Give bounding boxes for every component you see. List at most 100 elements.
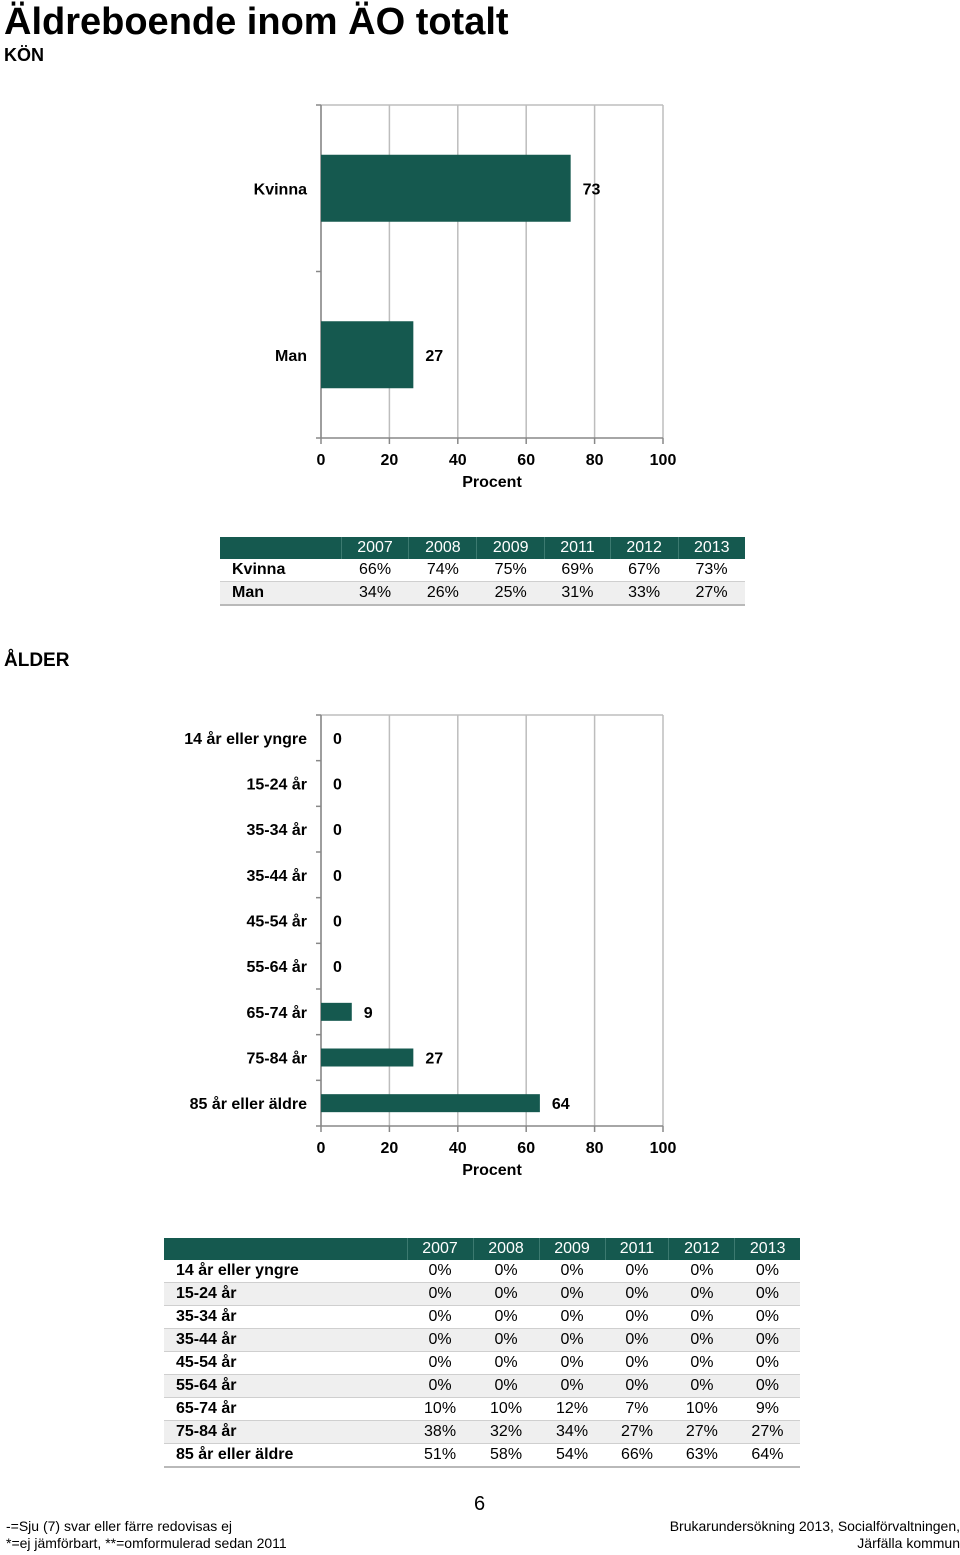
row-label: 45-54 år — [164, 1351, 408, 1375]
category-label: 35-44 år — [247, 867, 308, 885]
column-header: 2011 — [604, 1238, 669, 1260]
table-cell: 9% — [734, 1397, 800, 1421]
column-header: 2011 — [544, 537, 611, 559]
table-cell: 51% — [407, 1443, 474, 1468]
row-label: 14 år eller yngre — [164, 1260, 408, 1283]
x-tick-label: 40 — [449, 452, 467, 469]
table-cell: 73% — [678, 559, 745, 582]
table-cell: 0% — [668, 1351, 735, 1375]
row-label: 55-64 år — [164, 1374, 408, 1398]
x-tick-label: 80 — [586, 1140, 604, 1157]
category-label: Man — [275, 348, 307, 365]
table-cell: 75% — [476, 559, 545, 582]
table-cell: 58% — [473, 1443, 540, 1468]
table-cell: 67% — [610, 559, 679, 582]
table-cell: 0% — [668, 1374, 735, 1398]
x-tick-label: 20 — [381, 1140, 399, 1157]
column-header — [220, 537, 342, 559]
table-cell: 27% — [678, 581, 745, 606]
table-row: 75-84 år 38% 32% 34% 27% 27% 27% — [164, 1420, 800, 1444]
table-cell: 0% — [605, 1260, 669, 1283]
category-label: 35-34 år — [247, 821, 308, 839]
table-cell: 0% — [473, 1260, 540, 1283]
section-heading-alder: ÅLDER — [4, 650, 70, 671]
x-tick-label: 100 — [650, 1140, 677, 1157]
row-label: Kvinna — [220, 559, 342, 582]
row-label: 85 år eller äldre — [164, 1443, 408, 1468]
gender-table: 2007 2008 2009 2011 2012 2013 Kvinna 66% 74% 75%… — [220, 537, 745, 606]
row-label: 75-84 år — [164, 1420, 408, 1444]
table-cell: 7% — [605, 1397, 669, 1421]
table-cell: 0% — [605, 1305, 669, 1329]
table-cell: 0% — [734, 1374, 800, 1398]
data-label: 0 — [333, 914, 342, 931]
table-cell: 0% — [407, 1374, 474, 1398]
table-cell: 0% — [473, 1374, 540, 1398]
x-tick-label: 60 — [517, 1140, 535, 1157]
table-cell: 63% — [668, 1443, 735, 1468]
table-cell: 64% — [734, 1443, 800, 1468]
age-bar-chart: 0 20 40 60 80 100 14 år eller yngre 0 15-24 år 0 3… — [184, 714, 677, 1179]
category-label: 65-74 år — [247, 1004, 308, 1022]
table-row: Man 34% 26% 25% 31% 33% 27% — [220, 581, 745, 606]
table-cell: 10% — [407, 1397, 474, 1421]
category-label: 75-84 år — [247, 1050, 308, 1068]
table-cell: 25% — [476, 581, 545, 606]
table-cell: 38% — [407, 1420, 474, 1444]
table-cell: 0% — [407, 1351, 474, 1375]
page-number: 6 — [474, 1493, 486, 1515]
bar — [321, 1048, 414, 1067]
table-row: 35-34 år 0% 0% 0% 0% 0% 0% — [164, 1305, 800, 1329]
category-label: Kvinna — [254, 181, 307, 198]
table-cell: 0% — [473, 1351, 540, 1375]
table-row: 55-64 år 0% 0% 0% 0% 0% 0% — [164, 1374, 800, 1398]
data-label: 73 — [583, 181, 601, 198]
x-tick-label: 40 — [449, 1140, 467, 1157]
x-tick-label: 100 — [650, 452, 677, 469]
table-row: 45-54 år 0% 0% 0% 0% 0% 0% — [164, 1351, 800, 1375]
gender-bar-chart: 0 20 40 60 80 100 Kvinna 73 Man 27 Procent — [254, 104, 677, 491]
row-label: 15-24 år — [164, 1282, 408, 1306]
footer-source: Brukarundersökning 2013, Socialförvaltni… — [670, 1518, 960, 1552]
table-row: 14 år eller yngre 0% 0% 0% 0% 0% 0% — [164, 1260, 800, 1283]
table-cell: 69% — [544, 559, 611, 582]
x-axis-title: Procent — [462, 474, 522, 491]
footer-note-2: *=ej jämförbart, **=omformulerad sedan 2… — [6, 1535, 287, 1551]
table-cell: 0% — [473, 1282, 540, 1306]
table-cell: 10% — [473, 1397, 540, 1421]
table-cell: 0% — [473, 1305, 540, 1329]
table-header-row: 2007 2008 2009 2011 2012 2013 — [164, 1238, 800, 1260]
x-tick-label: 0 — [317, 452, 326, 469]
category-label: 15-24 år — [247, 776, 308, 794]
table-cell: 27% — [605, 1420, 669, 1444]
table-cell: 0% — [539, 1351, 606, 1375]
table-cell: 0% — [605, 1351, 669, 1375]
table-cell: 0% — [539, 1282, 606, 1306]
x-tick-label: 0 — [317, 1140, 326, 1157]
table-row: 15-24 år 0% 0% 0% 0% 0% 0% — [164, 1282, 800, 1306]
table-cell: 0% — [539, 1260, 606, 1283]
page-title: Äldreboende inom ÄO totalt — [4, 1, 509, 43]
x-tick-label: 20 — [381, 452, 399, 469]
table-cell: 34% — [539, 1420, 606, 1444]
data-label: 0 — [333, 868, 342, 885]
x-tick-label: 60 — [517, 452, 535, 469]
column-header: 2008 — [472, 1238, 540, 1260]
column-header: 2013 — [734, 1238, 800, 1260]
footer-source-1: Brukarundersökning 2013, Socialförvaltni… — [669, 1518, 960, 1534]
table-cell: 66% — [605, 1443, 669, 1468]
table-cell: 0% — [539, 1374, 606, 1398]
table-cell: 74% — [408, 559, 477, 582]
table-cell: 32% — [473, 1420, 540, 1444]
row-label: 35-44 år — [164, 1328, 408, 1352]
table-cell: 66% — [341, 559, 409, 582]
table-cell: 0% — [668, 1260, 735, 1283]
table-cell: 27% — [668, 1420, 735, 1444]
table-cell: 27% — [734, 1420, 800, 1444]
table-cell: 0% — [407, 1260, 474, 1283]
x-axis-title: Procent — [462, 1162, 522, 1179]
bar — [321, 1002, 352, 1021]
category-label: 45-54 år — [247, 913, 308, 931]
table-cell: 0% — [734, 1328, 800, 1352]
table-cell: 0% — [605, 1328, 669, 1352]
